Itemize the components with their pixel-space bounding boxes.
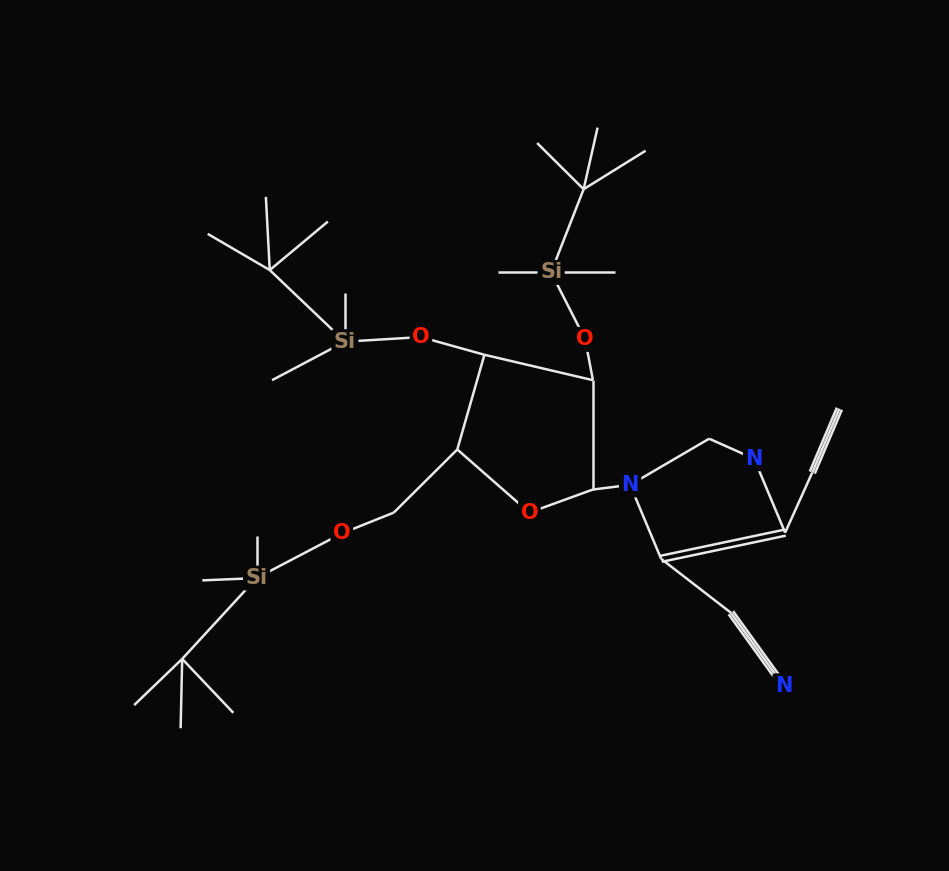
Text: O: O [576, 329, 594, 349]
Text: O: O [521, 503, 538, 523]
Text: O: O [333, 523, 350, 544]
Text: Si: Si [246, 568, 268, 588]
Text: Si: Si [334, 332, 356, 352]
Text: Si: Si [540, 262, 562, 282]
Text: N: N [745, 449, 763, 469]
Text: N: N [622, 475, 639, 495]
Text: O: O [412, 327, 430, 347]
Text: N: N [775, 676, 792, 696]
